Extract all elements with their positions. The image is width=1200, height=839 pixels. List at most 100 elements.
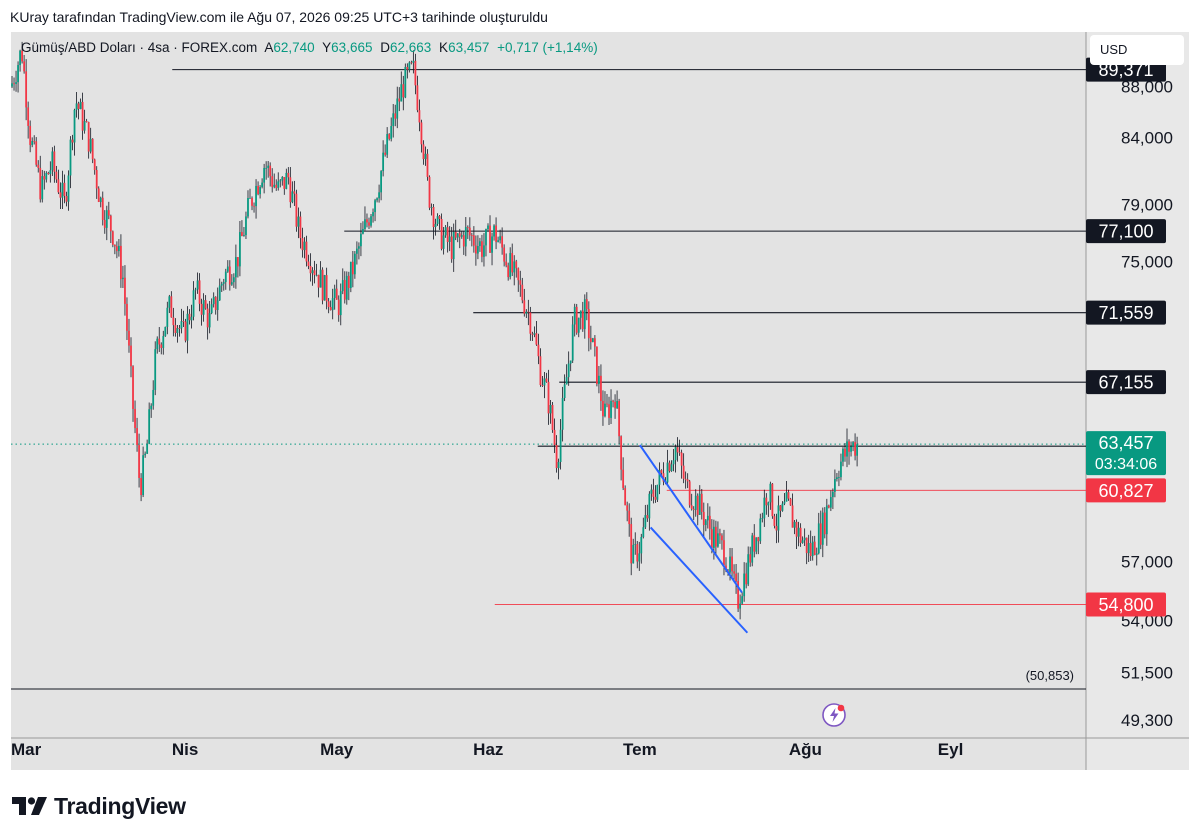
candle	[422, 140, 425, 165]
candle	[321, 267, 324, 305]
candle	[529, 306, 532, 341]
svg-text:54,800: 54,800	[1098, 595, 1153, 615]
candle	[472, 226, 475, 253]
candle	[333, 284, 336, 310]
candle	[364, 206, 366, 231]
candle	[49, 161, 52, 183]
candle	[19, 49, 21, 72]
brand-name: TradingView	[54, 792, 186, 819]
price-label-5[interactable]: 60,827	[1086, 478, 1166, 503]
candle	[420, 119, 423, 153]
price-label-3[interactable]: 67,155	[1086, 370, 1166, 395]
price-label-2[interactable]: 71,559	[1086, 300, 1166, 325]
candle	[593, 335, 596, 357]
candle	[678, 439, 681, 456]
candle	[384, 144, 387, 157]
time-tick-label: Nis	[172, 740, 198, 759]
candle	[261, 178, 264, 189]
candle	[513, 255, 516, 286]
price-tick-label: 75,000	[1121, 252, 1173, 271]
candle	[11, 76, 13, 89]
candle	[283, 176, 286, 195]
candle	[146, 439, 149, 455]
wedge-lower-line[interactable]	[649, 526, 749, 634]
candle	[180, 308, 183, 334]
last-price-label[interactable]: 63,457 03:34:06	[1086, 431, 1166, 476]
candle	[604, 391, 606, 418]
candle	[650, 484, 653, 501]
candle	[481, 234, 483, 263]
candle	[329, 300, 332, 311]
candle	[35, 137, 38, 167]
price-tick-label: 79,000	[1121, 196, 1173, 215]
candle	[487, 223, 489, 231]
candle	[634, 532, 637, 555]
candle	[527, 299, 530, 326]
candle	[388, 133, 391, 141]
candle	[103, 210, 106, 234]
candle	[71, 134, 74, 151]
candle	[509, 247, 512, 280]
candle	[745, 562, 748, 589]
candle	[97, 186, 100, 203]
candle	[154, 341, 157, 396]
candle	[247, 190, 249, 219]
candle	[109, 214, 112, 244]
candle	[807, 534, 810, 562]
candle	[410, 60, 413, 65]
candle	[577, 317, 580, 338]
candle	[45, 171, 48, 183]
tradingview-logo[interactable]: TradingView	[12, 793, 186, 819]
candle	[612, 399, 614, 408]
candle	[186, 306, 189, 354]
candle	[73, 108, 76, 156]
candle	[628, 503, 631, 537]
candle	[142, 446, 145, 498]
candle	[676, 437, 679, 462]
candle	[775, 513, 778, 544]
candle	[477, 235, 479, 260]
candle	[331, 288, 334, 320]
candle	[245, 211, 247, 240]
price-label-1[interactable]: 77,100	[1086, 219, 1166, 244]
candle	[434, 218, 437, 236]
candle	[682, 453, 685, 484]
candle	[355, 241, 358, 265]
candle	[846, 428, 848, 468]
candle	[680, 449, 683, 479]
candle	[273, 173, 276, 189]
candle	[178, 325, 181, 337]
candle	[404, 63, 407, 99]
candle	[376, 197, 378, 203]
candle	[253, 202, 255, 213]
currency-button[interactable]: USD	[1090, 35, 1184, 65]
candle	[372, 208, 374, 223]
candle	[224, 268, 227, 290]
candle	[406, 63, 409, 79]
price-label-6[interactable]: 54,800	[1086, 592, 1166, 617]
candle	[464, 217, 467, 257]
candle	[281, 176, 284, 186]
candle	[468, 217, 471, 241]
wedge-upper-line[interactable]	[639, 444, 743, 594]
candle	[747, 546, 750, 587]
candle	[162, 330, 165, 355]
svg-text:60,827: 60,827	[1098, 481, 1153, 501]
candle	[799, 523, 802, 547]
candle	[684, 471, 687, 489]
lightning-icon[interactable]	[822, 703, 846, 727]
candle	[823, 507, 826, 539]
candle	[809, 530, 812, 561]
candle	[323, 274, 326, 301]
candle	[583, 294, 586, 339]
candle	[232, 273, 235, 288]
price-chart[interactable]: 88,00084,00079,00075,00057,00054,00051,5…	[11, 32, 1189, 770]
symbol-title[interactable]: Gümüş/ABD Doları · 4sa · FOREX.com	[21, 40, 258, 55]
candle	[107, 201, 110, 220]
candle	[271, 168, 274, 193]
candle	[325, 267, 328, 310]
candle	[517, 267, 520, 292]
candle	[140, 473, 142, 502]
candle	[305, 235, 308, 267]
candle	[779, 505, 782, 518]
